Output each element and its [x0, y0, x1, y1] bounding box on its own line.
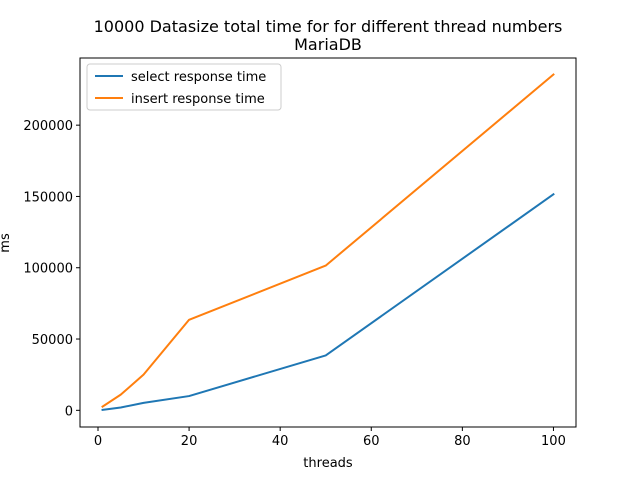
chart-subtitle: MariaDB: [294, 35, 362, 54]
series-line-select: [101, 192, 555, 412]
legend-label-select: select response time: [131, 70, 266, 85]
y-tick-label: 200000: [23, 119, 73, 134]
series-layer: [101, 73, 555, 412]
plot-area-frame: [79, 57, 577, 428]
y-tick-label: 150000: [23, 190, 73, 205]
x-tick-label: 60: [363, 434, 380, 449]
chart-title: 10000 Datasize total time for for differ…: [94, 17, 563, 36]
y-axis-label: ms: [0, 233, 13, 253]
x-axis-label: threads: [303, 456, 353, 471]
x-tick-label: 0: [94, 434, 102, 449]
y-tick-label: 0: [65, 404, 73, 419]
x-tick-label: 20: [181, 434, 198, 449]
series-line-insert: [101, 73, 555, 408]
x-tick-label: 100: [541, 434, 566, 449]
x-tick-label: 40: [272, 434, 289, 449]
y-tick-label: 100000: [23, 262, 73, 277]
legend: select response time insert response tim…: [86, 63, 282, 111]
y-axis: 0 50000 100000 150000 200000: [23, 119, 80, 419]
legend-box: [86, 63, 282, 111]
y-tick-label: 50000: [32, 333, 73, 348]
x-tick-label: 80: [454, 434, 471, 449]
x-axis: 0 20 40 60 80 100: [94, 427, 566, 449]
legend-label-insert: insert response time: [131, 92, 265, 107]
